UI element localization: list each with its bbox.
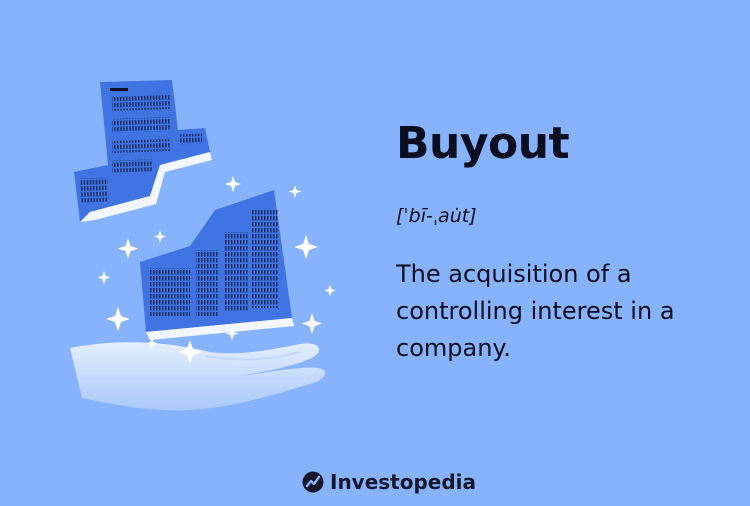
- sparkles: [97, 176, 336, 364]
- brand-name: Investopedia: [330, 470, 477, 494]
- lower-building: [140, 190, 294, 340]
- term-definition: The acquisition of a controlling interes…: [396, 260, 675, 362]
- brand-logo[interactable]: Investopedia: [302, 470, 476, 494]
- term-pronunciation: [ˈbī-ˌau̇t]: [396, 205, 477, 227]
- investopedia-logo-icon: [302, 471, 324, 493]
- buyout-illustration: [70, 80, 336, 411]
- open-hand: [70, 342, 325, 411]
- term-title: Buyout: [396, 118, 570, 169]
- top-building: [74, 80, 212, 222]
